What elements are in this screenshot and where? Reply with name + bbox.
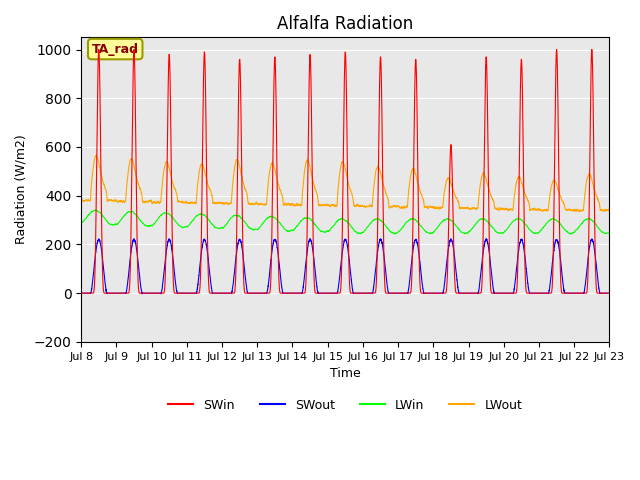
LWout <box>92 152 100 158</box>
Line: SWout: SWout <box>81 239 609 294</box>
LWout <box>464 204 472 210</box>
LWin <box>605 230 612 236</box>
Line: SWin: SWin <box>81 49 609 293</box>
LWin <box>435 223 442 229</box>
SWin <box>605 290 612 296</box>
SWout <box>464 290 472 296</box>
LWin <box>390 231 398 237</box>
LWout <box>605 206 612 212</box>
LWout <box>77 198 85 204</box>
SWout <box>95 236 102 242</box>
LWin <box>92 207 99 213</box>
SWin <box>605 290 613 296</box>
X-axis label: Time: Time <box>330 367 361 380</box>
Text: TA_rad: TA_rad <box>92 43 139 56</box>
SWin <box>435 290 442 296</box>
LWout <box>326 203 333 209</box>
LWout <box>493 205 501 211</box>
LWin <box>494 230 502 236</box>
LWout <box>172 190 180 196</box>
LWout <box>539 209 547 215</box>
SWout <box>605 290 613 296</box>
LWout <box>435 205 442 211</box>
LWin <box>605 230 613 236</box>
SWout <box>326 290 333 296</box>
Legend: SWin, SWout, LWin, LWout: SWin, SWout, LWin, LWout <box>163 394 527 417</box>
SWin <box>77 290 85 296</box>
LWin <box>464 230 472 236</box>
Line: LWout: LWout <box>81 155 609 212</box>
SWin <box>464 290 472 296</box>
LWout <box>605 208 613 214</box>
SWout <box>138 291 146 297</box>
SWin <box>172 290 180 296</box>
SWout <box>172 287 180 292</box>
Y-axis label: Radiation (W/m2): Radiation (W/m2) <box>15 135 28 244</box>
LWin <box>172 219 180 225</box>
SWout <box>435 290 442 296</box>
Line: LWin: LWin <box>81 210 609 234</box>
LWin <box>77 220 85 226</box>
SWin <box>493 290 501 296</box>
Title: Alfalfa Radiation: Alfalfa Radiation <box>277 15 413 33</box>
SWout <box>494 290 502 296</box>
SWout <box>605 290 612 296</box>
SWout <box>77 290 85 296</box>
LWin <box>326 228 333 233</box>
SWin <box>326 290 333 296</box>
SWin <box>95 47 102 52</box>
